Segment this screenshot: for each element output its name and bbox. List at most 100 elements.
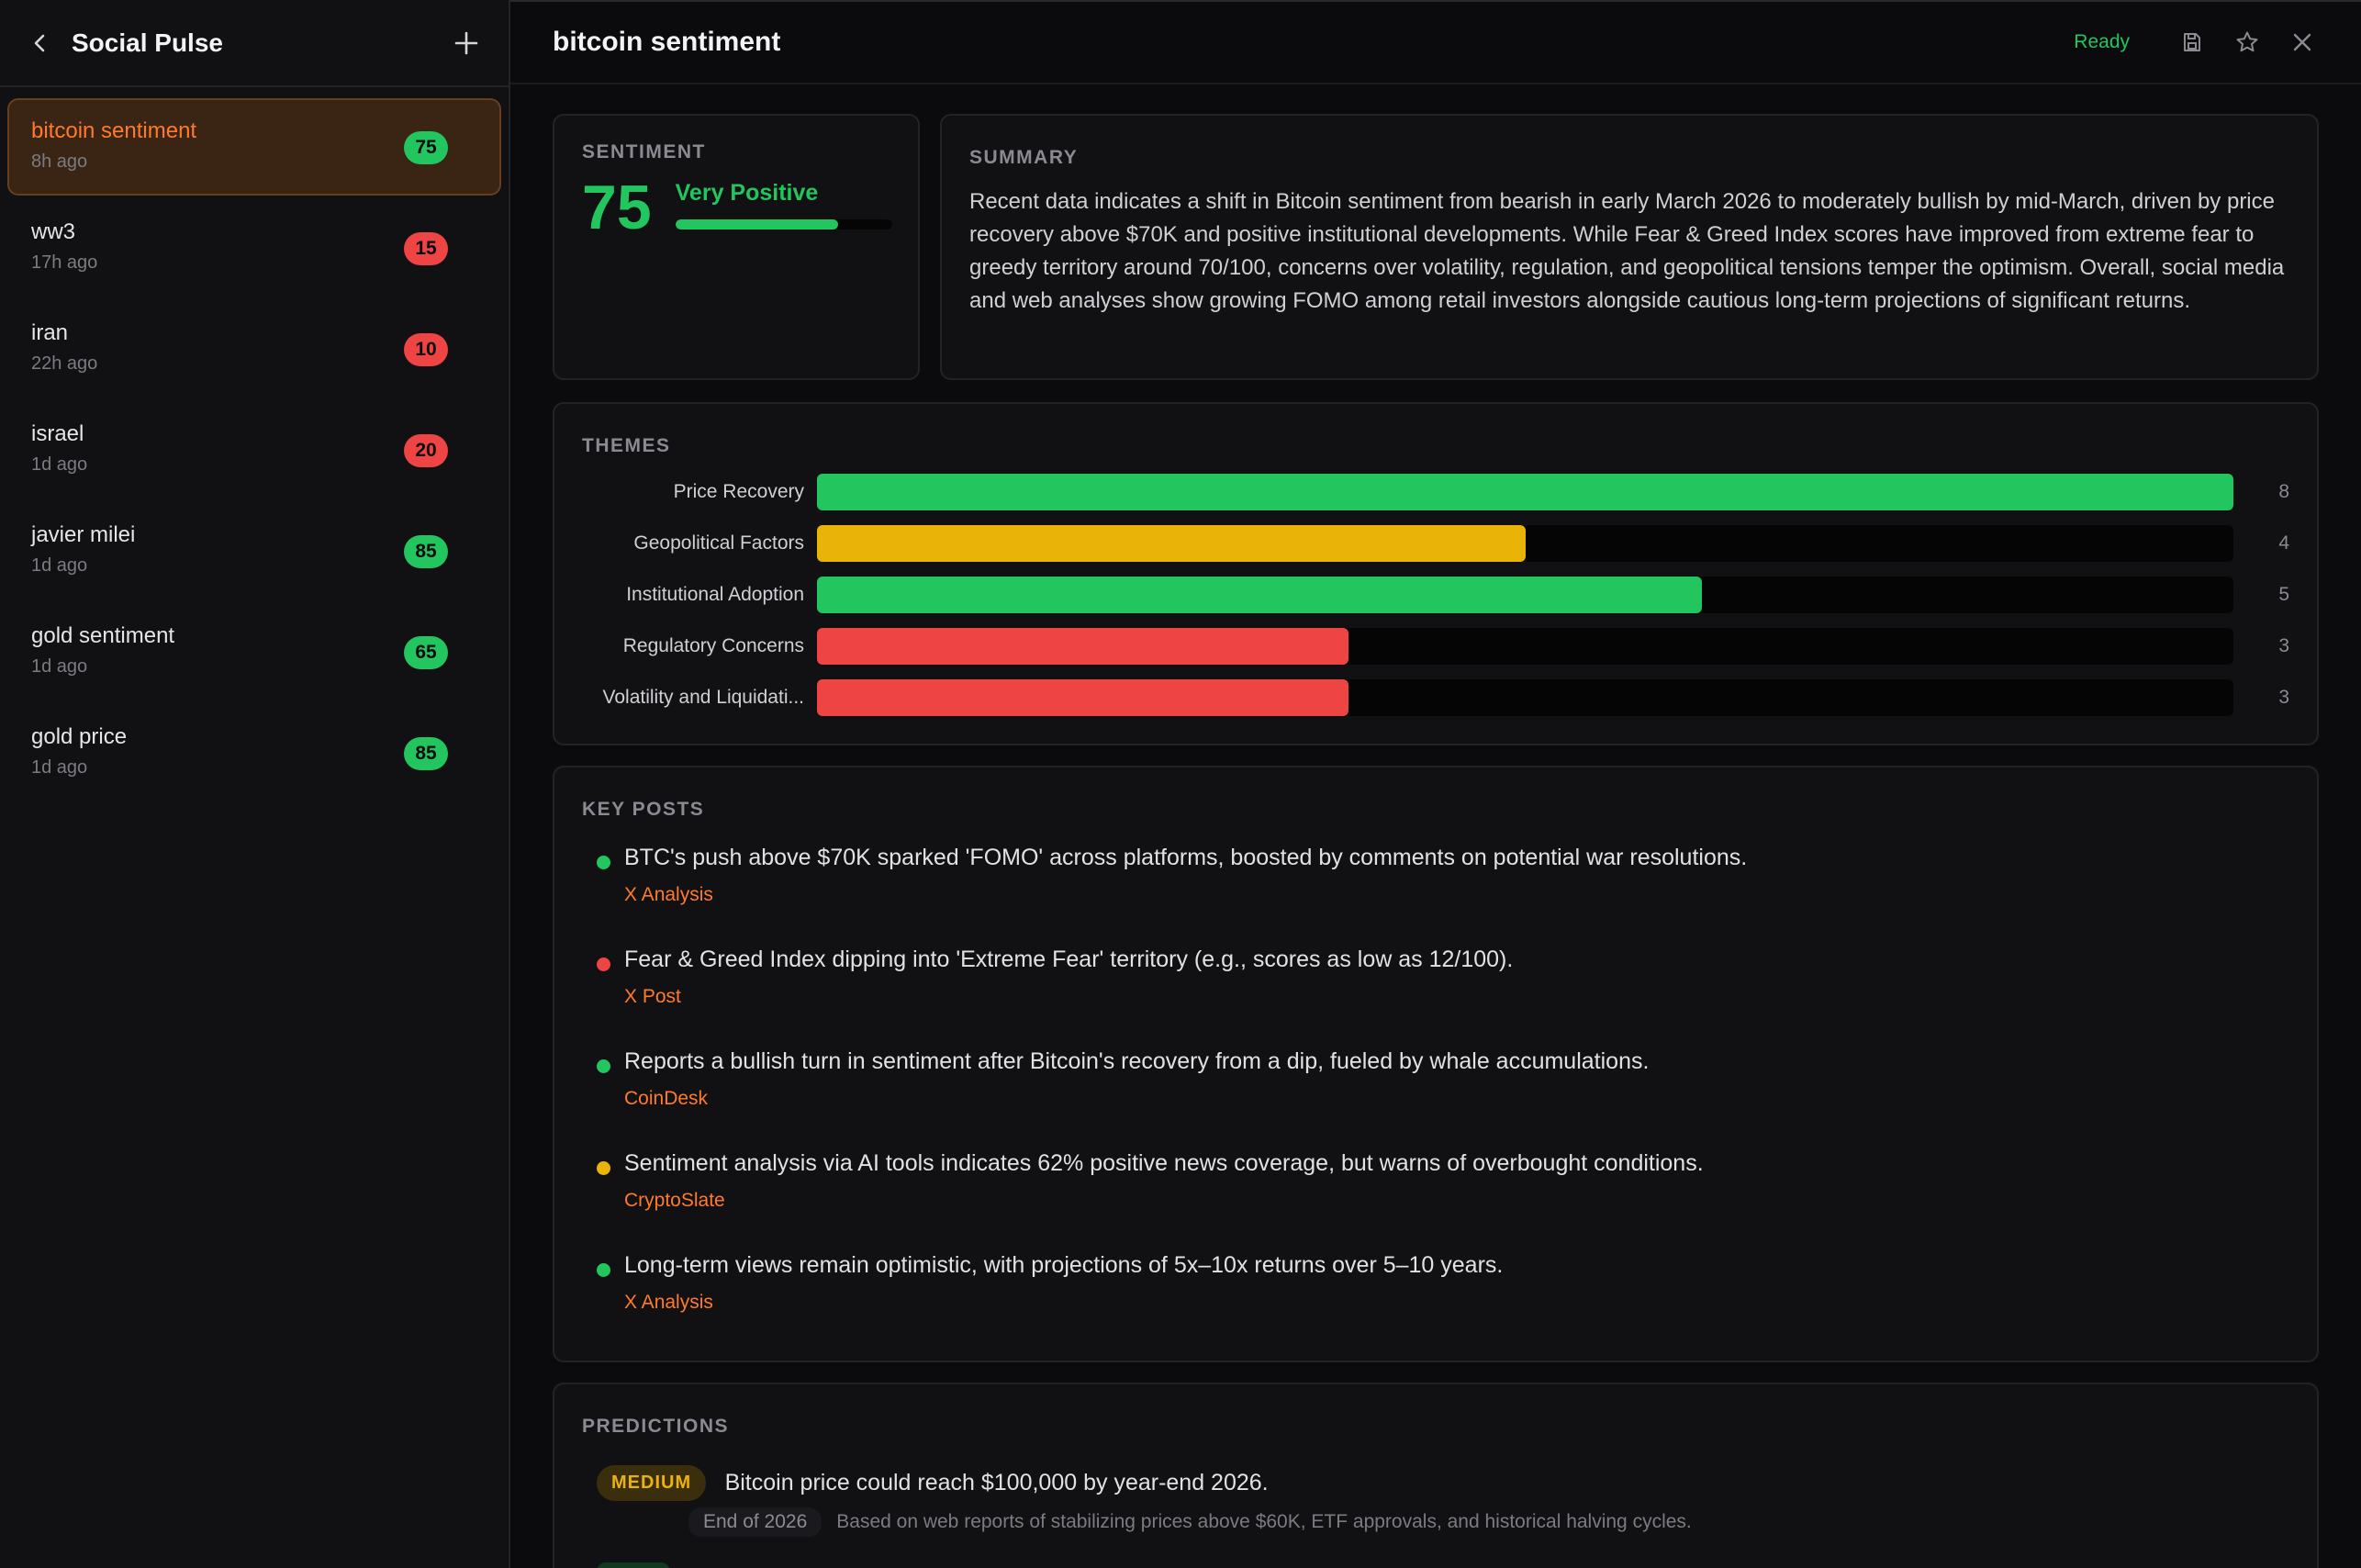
theme-count: 4 [2278,532,2289,554]
confidence-badge: MEDIUM [597,1465,707,1501]
theme-row: Volatility and Liquidati... 3 [582,679,2289,716]
sidebar-item-label: ww3 [31,219,76,244]
chevron-left-icon [34,34,45,51]
sidebar-item-label: gold sentiment [31,623,175,648]
sidebar: Social Pulse bitcoin sentiment 8h ago 75 ww… [0,0,510,1568]
theme-bar-track [817,679,2233,716]
save-button[interactable] [2176,26,2209,59]
sidebar-item-label: bitcoin sentiment [31,118,197,143]
query-list: bitcoin sentiment 8h ago 75 ww3 17h ago 15 ira… [0,87,509,816]
theme-count: 3 [2278,635,2289,656]
score-badge: 65 [404,636,448,669]
theme-row: Price Recovery 8 [582,474,2289,510]
key-post: Fear & Greed Index dipping into 'Extreme… [597,946,1513,1008]
post-text: Fear & Greed Index dipping into 'Extreme… [624,946,1514,972]
status-badge: Ready [2074,31,2130,52]
new-query-button[interactable] [450,27,483,60]
post-source-link[interactable]: X Analysis [624,1292,713,1313]
sidebar-item-time: 8h ago [31,151,88,172]
post-text: Reports a bullish turn in sentiment afte… [624,1048,1650,1074]
sidebar-item[interactable]: iran 22h ago 10 [7,300,501,398]
back-button[interactable] [26,28,55,58]
main-panel: bitcoin sentiment Ready SENTIMENT 75 Ver… [510,0,2361,1568]
themes-card: THEMES Price Recovery 8 Geopolitical Facto… [553,402,2319,745]
theme-bar-track [817,525,2233,562]
theme-bar-track [817,577,2233,613]
sidebar-item-label: israel [31,421,84,446]
sidebar-item[interactable]: gold price 1d ago 85 [7,704,501,801]
sidebar-item[interactable]: gold sentiment 1d ago 65 [7,603,501,700]
summary-text: Recent data indicates a shift in Bitcoin… [969,189,2285,313]
key-post: Long-term views remain optimistic, with … [597,1252,1503,1314]
theme-count: 3 [2278,687,2289,708]
prediction-item: MEDIUM Bitcoin price could reach $100,00… [597,1465,1269,1501]
sidebar-item-time: 17h ago [31,252,98,273]
theme-bar [817,679,1348,716]
theme-row: Geopolitical Factors 4 [582,525,2289,562]
sidebar-item-time: 1d ago [31,454,88,475]
app-title: Social Pulse [72,28,223,57]
prediction-basis: Based on web reports of stabilizing pric… [836,1511,1692,1532]
post-source-link[interactable]: CryptoSlate [624,1190,725,1211]
sentiment-label: SENTIMENT [582,141,706,162]
theme-name: Institutional Adoption [626,584,804,605]
post-source-link[interactable]: X Analysis [624,884,713,905]
sentiment-dot-icon [597,1161,610,1175]
theme-name: Regulatory Concerns [622,635,804,656]
key-post: Sentiment analysis via AI tools indicate… [597,1150,1704,1212]
prediction-timeframe: End of 2026 [688,1507,822,1537]
post-text: Long-term views remain optimistic, with … [624,1252,1504,1278]
sentiment-dot-icon [597,1263,610,1277]
sentiment-meter [675,219,892,230]
sentiment-dot-icon [597,1059,610,1073]
score-badge: 85 [404,737,448,770]
theme-row: Institutional Adoption 5 [582,577,2289,613]
theme-name: Price Recovery [673,481,804,502]
theme-bar [817,628,1348,665]
score-badge: 15 [404,232,448,265]
themes-label: THEMES [582,435,671,456]
score-badge: 75 [404,131,448,164]
theme-count: 8 [2278,481,2289,502]
theme-bar [817,525,1526,562]
theme-name: Volatility and Liquidati... [602,687,804,708]
theme-bar [817,474,2233,510]
predictions-card: PREDICTIONS MEDIUM Bitcoin price could r… [553,1383,2319,1568]
close-icon [2293,33,2311,51]
key-posts-card: KEY POSTS BTC's push above $70K sparked … [553,766,2319,1362]
predictions-label: PREDICTIONS [582,1416,730,1437]
sidebar-header: Social Pulse [0,0,509,87]
sentiment-verdict: Very Positive [675,180,819,206]
page-title: bitcoin sentiment [553,27,781,57]
post-source-link[interactable]: X Post [624,986,681,1007]
favorite-button[interactable] [2231,26,2264,59]
sidebar-item-time: 1d ago [31,555,88,576]
sidebar-item[interactable]: javier milei 1d ago 85 [7,502,501,599]
theme-name: Geopolitical Factors [633,532,804,554]
prediction-text: Bitcoin price could reach $100,000 by ye… [724,1470,1269,1495]
score-badge: 85 [404,535,448,568]
save-icon [2184,33,2200,51]
score-badge: 10 [404,333,448,366]
sidebar-item-time: 1d ago [31,656,88,677]
key-post: BTC's push above $70K sparked 'FOMO' acr… [597,845,1747,906]
close-button[interactable] [2286,26,2319,59]
summary-card: SUMMARY Recent data indicates a shift in… [940,114,2319,380]
sidebar-item-time: 22h ago [31,353,98,374]
plus-icon [454,31,478,54]
sentiment-dot-icon [597,958,610,971]
sidebar-item[interactable]: israel 1d ago 20 [7,401,501,498]
sidebar-item[interactable]: bitcoin sentiment 8h ago 75 [7,98,501,196]
topbar: bitcoin sentiment Ready [510,0,2361,84]
post-source-link[interactable]: CoinDesk [624,1088,709,1109]
star-icon [2236,31,2258,52]
sentiment-meter-fill [675,219,838,230]
sentiment-dot-icon [597,856,610,869]
next-prediction-badge [597,1562,670,1568]
sidebar-item-label: iran [31,320,69,345]
theme-count: 5 [2278,584,2289,605]
theme-bar-track [817,628,2233,665]
sidebar-item[interactable]: ww3 17h ago 15 [7,199,501,297]
summary-label: SUMMARY [969,147,1079,168]
sidebar-item-time: 1d ago [31,757,88,778]
